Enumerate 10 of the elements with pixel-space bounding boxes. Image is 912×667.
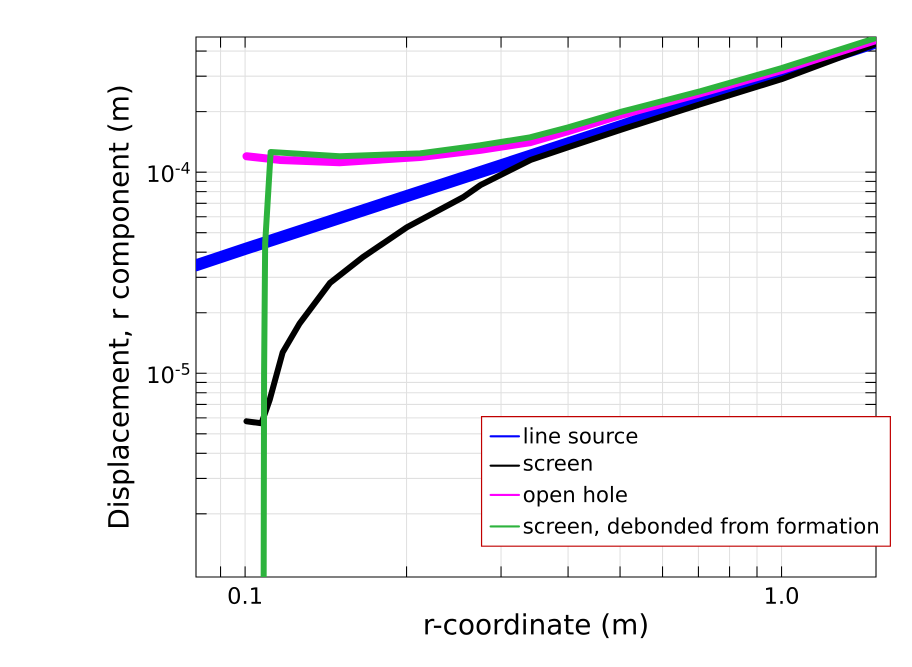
- legend-label: open hole: [524, 486, 627, 506]
- y-tick-label: 10$^{-4}$: [148, 162, 190, 182]
- legend-label: line source: [524, 427, 638, 444]
- legend-label: screen: [524, 458, 592, 471]
- y-tick-label: 10$^{-5}$: [148, 363, 190, 384]
- x-tick-label: 0.1: [228, 587, 261, 604]
- y-axis-title: Displacement, r component (m): [107, 86, 134, 528]
- x-axis-title: r-coordinate (m): [425, 613, 647, 638]
- x-tick-label: 1.0: [766, 587, 798, 604]
- legend-label: screen, debonded from formation: [524, 517, 878, 536]
